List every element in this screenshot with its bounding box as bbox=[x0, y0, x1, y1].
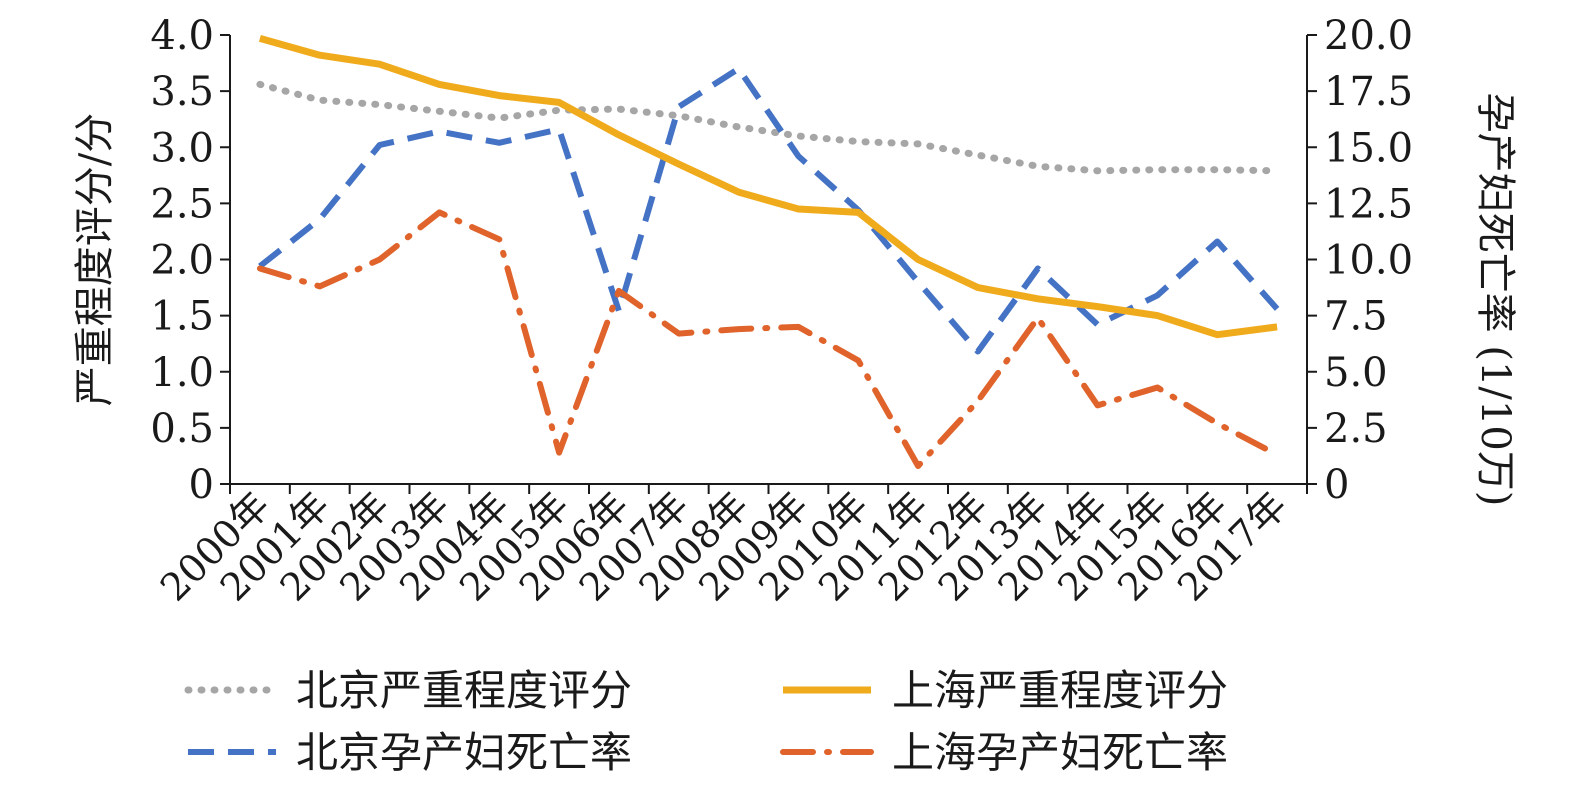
legend-label-0: 北京严重程度评分 bbox=[296, 666, 632, 715]
left-y-tick-label: 1.5 bbox=[150, 294, 214, 340]
right-y-tick-label: 17.5 bbox=[1324, 69, 1413, 115]
left-y-tick-label: 4.0 bbox=[150, 13, 214, 59]
series-line-1 bbox=[260, 38, 1277, 334]
right-y-tick-label: 5.0 bbox=[1324, 350, 1388, 396]
axes-layer: 0 0.5 1.0 1.5 2.0 2.5 3.0 3.5 4.0 0 2.5 5.0 7.5 10.0 1… bbox=[72, 13, 1518, 610]
legend-label-3: 上海孕产妇死亡率 bbox=[892, 728, 1228, 777]
left-y-tick-label: 3.0 bbox=[150, 125, 214, 171]
series-layer bbox=[260, 38, 1277, 466]
right-y-tick-label: 20.0 bbox=[1324, 13, 1413, 59]
right-y-tick-label: 7.5 bbox=[1324, 294, 1388, 340]
left-y-tick-label: 3.5 bbox=[150, 69, 214, 115]
right-y-tick-label: 12.5 bbox=[1324, 181, 1413, 227]
right-y-axis-title: 孕产妇死亡率 (1/10万) bbox=[1472, 93, 1518, 507]
left-y-axis-title: 严重程度评分/分 bbox=[72, 113, 118, 406]
right-y-tick-label: 10.0 bbox=[1324, 238, 1413, 284]
left-y-tick-label: 0.5 bbox=[150, 406, 214, 452]
right-y-tick-label: 15.0 bbox=[1324, 125, 1413, 171]
left-y-tick-label: 0 bbox=[189, 462, 214, 508]
series-line-0 bbox=[260, 84, 1277, 170]
series-line-3 bbox=[260, 212, 1277, 466]
legend-label-1: 上海严重程度评分 bbox=[892, 666, 1228, 715]
left-y-tick-label: 2.0 bbox=[150, 238, 214, 284]
legend-label-2: 北京孕产妇死亡率 bbox=[296, 728, 632, 777]
right-y-tick-label: 0 bbox=[1324, 462, 1349, 508]
right-y-tick-label: 2.5 bbox=[1324, 406, 1388, 452]
left-y-tick-label: 2.5 bbox=[150, 181, 214, 227]
left-y-tick-label: 1.0 bbox=[150, 350, 214, 396]
